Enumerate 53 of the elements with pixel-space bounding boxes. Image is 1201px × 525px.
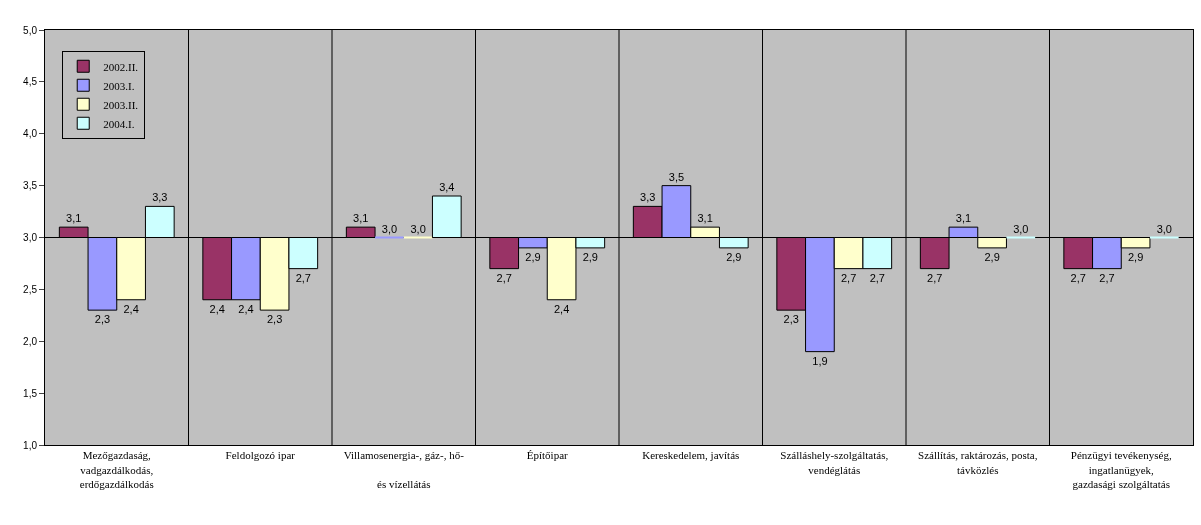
data-label: 2,7: [496, 271, 512, 284]
y-tick-label: 2,5: [23, 283, 38, 295]
y-tick-label: 4,5: [23, 76, 38, 88]
x-tick-label: Feldolgozó ipar: [225, 449, 296, 462]
x-tick-label: Pénzügyi tevékenység, ingatlanügyek, gazdasági szolgáltatás: [1070, 449, 1172, 490]
data-label: 2,9: [525, 250, 541, 263]
x-tick-label: Szállítás, raktározás, posta, távközlés: [918, 449, 1038, 476]
data-label: 2,9: [582, 250, 598, 263]
data-label: 3,0: [1156, 222, 1172, 235]
y-tick-label: 1,5: [23, 387, 38, 399]
data-label: 3,1: [955, 212, 972, 225]
category-label: Villamosenergia-, gáz-, hő- és vízellátás: [343, 449, 464, 490]
data-label: 3,4: [439, 181, 455, 193]
data-label: 3,0: [410, 222, 426, 235]
data-label: 1,9: [812, 354, 828, 367]
data-label: 2,4: [123, 302, 139, 315]
data-label: 2,3: [94, 313, 111, 326]
y-tick-label: 5,0: [23, 24, 38, 36]
data-label: 2,7: [840, 271, 857, 284]
data-label: 2,4: [553, 302, 570, 315]
data-label: 2,4: [209, 302, 225, 315]
y-tick-label: 3,5: [23, 180, 38, 192]
data-label: 3,1: [697, 212, 713, 225]
data-label: 2,7: [869, 271, 885, 284]
data-label: 2,7: [1099, 271, 1115, 284]
y-tick-label: 2,0: [23, 335, 38, 347]
data-label: 3,3: [152, 191, 168, 204]
legend-label: 2002.II.: [103, 60, 139, 73]
legend-label: 2004.I.: [103, 117, 135, 130]
data-label: 2,9: [726, 250, 742, 263]
data-label: 3,1: [66, 212, 82, 225]
legend-label: 2003.II.: [103, 98, 139, 111]
data-label: 2,4: [238, 302, 254, 315]
data-label: 2,3: [783, 313, 799, 326]
x-tick-label: Mezőgazdaság, vadgazdálkodás, erdőgazdálkodás: [79, 449, 154, 490]
x-tick-label: Szálláshely-szolgáltatás, vendéglátás: [780, 449, 889, 476]
data-label: 3,0: [381, 222, 398, 235]
data-label: 3,1: [353, 212, 369, 225]
data-label: 2,7: [1070, 271, 1086, 284]
x-tick-label: Kereskedelem, javítás: [642, 449, 740, 462]
y-tick-label: 4,0: [23, 128, 38, 140]
y-tick-label: 3,0: [23, 232, 38, 243]
data-label: 2,7: [927, 271, 943, 284]
data-label: 3,5: [668, 170, 685, 183]
data-label: 3,3: [640, 191, 656, 204]
data-label: 2,9: [984, 250, 1000, 263]
legend-label: 2003.I.: [103, 79, 135, 92]
x-tick-label: Építőipar: [526, 449, 569, 462]
y-tick-label: 1,0: [23, 439, 38, 451]
data-label: 2,3: [266, 313, 283, 326]
data-label: 3,0: [1013, 222, 1029, 235]
data-label: 2,7: [295, 271, 311, 284]
data-label: 2,9: [1127, 250, 1144, 263]
